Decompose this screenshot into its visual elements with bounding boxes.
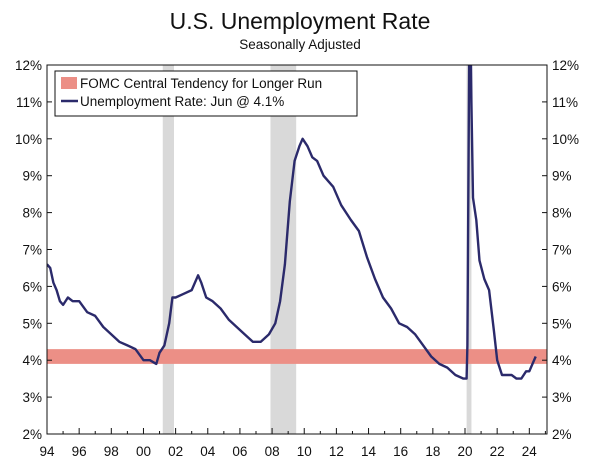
x-tick-label: 22	[490, 444, 505, 459]
y-tick-label-right: 2%	[552, 427, 572, 442]
y-tick-label-right: 7%	[552, 243, 572, 258]
y-tick-label-left: 6%	[22, 279, 42, 294]
x-tick-label: 14	[361, 444, 377, 459]
y-tick-label-right: 5%	[552, 316, 572, 331]
y-tick-label-left: 11%	[16, 95, 42, 110]
y-tick-label-right: 10%	[552, 132, 579, 147]
legend-label-fomc: FOMC Central Tendency for Longer Run	[80, 76, 322, 91]
recession-bar-1	[270, 65, 297, 434]
x-tick-label: 98	[104, 444, 119, 459]
y-tick-label-right: 8%	[552, 206, 572, 221]
series-layer	[47, 65, 537, 380]
y-tick-label-right: 12%	[552, 58, 579, 73]
y-tick-label-right: 6%	[552, 279, 572, 294]
x-tick-label: 08	[265, 444, 280, 459]
y-tick-label-left: 12%	[15, 58, 42, 73]
y-tick-label-left: 2%	[22, 427, 42, 442]
y-tick-label-left: 3%	[22, 390, 42, 405]
y-tick-label-left: 5%	[22, 316, 42, 331]
legend-box	[54, 70, 358, 117]
fomc-band-layer	[47, 349, 547, 364]
x-tick-label: 12	[329, 444, 344, 459]
x-tick-label: 18	[425, 444, 440, 459]
chart-subtitle: Seasonally Adjusted	[239, 37, 361, 52]
y-tick-label-right: 9%	[552, 169, 572, 184]
x-tick-label: 16	[393, 444, 408, 459]
y-tick-label-left: 7%	[22, 243, 42, 258]
y-tick-label-left: 8%	[22, 206, 42, 221]
legend-swatch-fomc	[61, 77, 77, 89]
chart-title: U.S. Unemployment Rate	[169, 8, 431, 34]
fomc-central-tendency-band	[47, 349, 547, 364]
x-tick-label: 96	[72, 444, 87, 459]
x-tick-label: 06	[232, 444, 247, 459]
y-tick-label-right: 3%	[552, 390, 572, 405]
x-tick-label: 24	[522, 444, 538, 459]
recession-bar-0	[162, 65, 175, 434]
x-tick-label: 02	[168, 444, 183, 459]
y-tick-label-left: 4%	[22, 353, 42, 368]
y-tick-label-right: 4%	[552, 353, 572, 368]
recession-shading	[162, 65, 472, 434]
x-tick-label: 20	[457, 444, 472, 459]
series-line-unemployment-rate	[47, 65, 537, 380]
legend: FOMC Central Tendency for Longer Run Unem…	[54, 70, 358, 117]
y-tick-label-left: 9%	[22, 169, 42, 184]
axis-layer: 2% 2% 3% 3% 4% 4% 5% 5% 6% 6% 7% 7% 8% 8% 9% 9% 10% 10% 11…	[15, 58, 579, 459]
x-tick-label: 00	[136, 444, 151, 459]
legend-label-unemployment: Unemployment Rate: Jun @ 4.1%	[80, 94, 284, 109]
x-tick-label: 94	[39, 444, 55, 459]
x-tick-label: 04	[200, 444, 216, 459]
x-tick-label: 10	[297, 444, 312, 459]
y-tick-label-left: 10%	[15, 132, 42, 147]
y-tick-label-right: 11%	[552, 95, 578, 110]
